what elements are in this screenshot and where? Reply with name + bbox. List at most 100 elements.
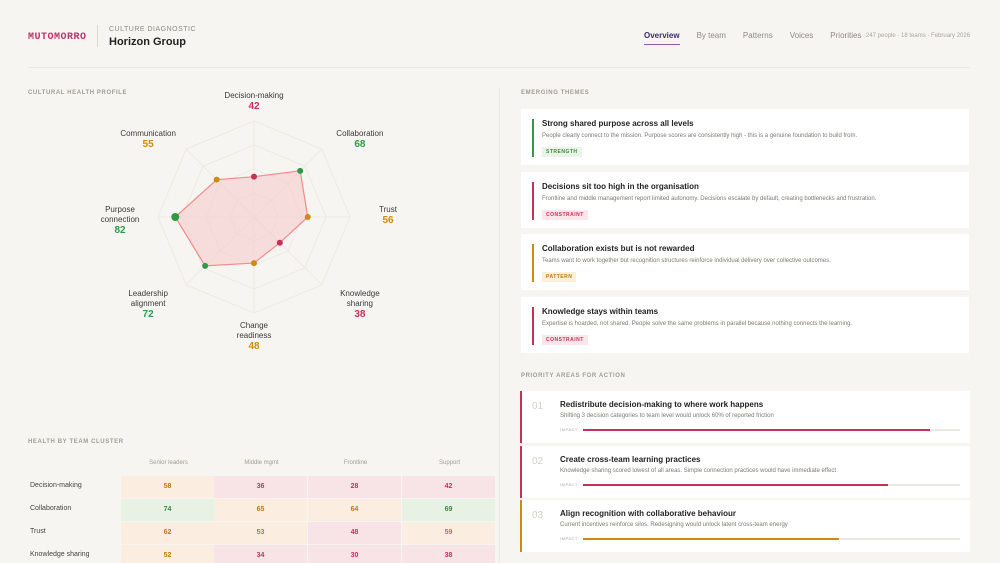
heatmap-cell[interactable]: 38 (402, 545, 495, 563)
impact-track (583, 483, 960, 486)
heatmap-row: Collaboration 74 65 64 69 (28, 499, 495, 521)
priority-description: Current incentives reinforce silos. Rede… (560, 522, 788, 528)
radar-axis-name: Knowledge sharing (340, 288, 380, 308)
impact-label: IMPACT (560, 427, 578, 432)
radar-axis-name: Leadership alignment (128, 288, 168, 308)
radar-label-trust: Trust 56 (343, 205, 433, 227)
heatmap-cell[interactable]: 59 (402, 522, 495, 544)
impact-track (583, 538, 960, 540)
theme-badge: PATTERN (542, 272, 577, 282)
heatmap-cell[interactable]: 30 (308, 545, 401, 563)
heatmap-row: Knowledge sharing 52 34 30 38 (28, 545, 495, 563)
radar-point-change-readiness (251, 260, 257, 267)
radar-point-purpose-connection (171, 213, 180, 221)
radar-axis-value: 72 (142, 308, 154, 320)
theme-title: Knowledge stays within teams (542, 306, 659, 316)
themes-section-title: EMERGING THEMES (521, 90, 590, 96)
heatmap-column-header: Frontline (343, 460, 368, 466)
radar-axis-value: 48 (248, 341, 260, 352)
heatmap-cell[interactable]: 36 (214, 476, 307, 498)
impact-track (583, 429, 960, 431)
tab-by-team[interactable]: By team (696, 31, 726, 40)
theme-accent-bar (532, 119, 534, 157)
theme-description: Expertise is hoarded, not shared. People… (542, 320, 853, 327)
priorities-section-title: PRIORITY AREAS FOR ACTION (521, 373, 626, 379)
priority-number: 01 (532, 401, 544, 412)
heatmap-cell[interactable]: 52 (121, 545, 214, 563)
radar-label-change-readiness: Change readiness 48 (209, 321, 299, 353)
theme-card[interactable]: Strong shared purpose across all levels P… (521, 109, 969, 165)
priority-number: 03 (532, 510, 544, 521)
heatmap-row: Decision-making 58 36 28 42 (28, 476, 495, 498)
column-divider (499, 88, 500, 563)
theme-card[interactable]: Knowledge stays within teams Expertise is… (521, 296, 969, 353)
tab-patterns[interactable]: Patterns (742, 31, 773, 40)
priority-card[interactable]: 03 Align recognition with collaborative b… (520, 500, 970, 552)
heatmap-cell[interactable]: 53 (214, 522, 307, 544)
radar-axis-value: 55 (142, 139, 154, 151)
heatmap-cell[interactable]: 69 (402, 499, 495, 521)
theme-badge: CONSTRAINT (542, 209, 588, 220)
theme-title: Decisions sit too high in the organisati… (542, 181, 699, 191)
tab-overview[interactable]: Overview (644, 31, 680, 45)
radar-axis-name: Communication (120, 129, 176, 139)
priority-card[interactable]: 01 Redistribute decision-making to where … (520, 391, 970, 443)
radar-axis-name: Change readiness (236, 321, 272, 340)
impact-label: IMPACT (560, 536, 578, 541)
tab-voices[interactable]: Voices (789, 31, 814, 40)
radar-axis-name: Decision-making (224, 91, 284, 100)
profile-section-title: CULTURAL HEALTH PROFILE (28, 90, 128, 96)
header-divider (97, 25, 98, 47)
org-name: Horizon Group (109, 36, 186, 48)
heatmap-cell[interactable]: 62 (121, 522, 214, 544)
theme-badge: CONSTRAINT (542, 334, 588, 345)
impact-fill (583, 483, 889, 486)
radar-label-purpose-connection: Purpose connection 82 (75, 205, 165, 237)
heatmap-row-label: Knowledge sharing (30, 551, 90, 558)
radar-axis-value: 56 (382, 215, 394, 226)
heatmap-cell[interactable]: 74 (121, 499, 214, 521)
heatmap-row-label: Collaboration (30, 505, 72, 512)
priority-description: Shifting 3 decision categories to team l… (560, 413, 774, 419)
radar-axis-value: 82 (114, 225, 126, 236)
heatmap-cell[interactable]: 58 (121, 476, 214, 498)
heatmap-cell[interactable]: 28 (308, 476, 401, 498)
radar-axis-name: Collaboration (336, 129, 384, 139)
priority-number: 02 (532, 455, 544, 467)
theme-description: Frontline and middle management report l… (542, 195, 877, 202)
theme-card[interactable]: Collaboration exists but is not rewarded… (521, 234, 969, 290)
impact-fill (583, 429, 930, 431)
priority-title: Align recognition with collaborative beh… (560, 509, 737, 518)
radar-chart (157, 120, 351, 314)
theme-accent-bar (532, 244, 534, 282)
org-kicker: CULTURE DIAGNOSTIC (109, 26, 197, 33)
survey-meta: 247 people · 18 teams · February 2026 (866, 33, 971, 39)
brand-logo[interactable]: MUTOMORRO (28, 32, 87, 43)
heatmap-cell[interactable]: 64 (308, 499, 401, 521)
priority-description: Knowledge sharing scored lowest of all a… (560, 467, 837, 474)
heatmap-cell[interactable]: 34 (214, 545, 307, 563)
main-nav: Overview By team Patterns Voices Priorit… (644, 31, 861, 45)
heatmap-cell[interactable]: 48 (308, 522, 401, 544)
radar-axis-value: 38 (354, 308, 366, 320)
heatmap-cell[interactable]: 65 (214, 499, 307, 521)
impact-label: IMPACT (560, 481, 578, 487)
radar-point-collaboration (297, 167, 304, 174)
radar-point-communication (213, 176, 220, 183)
radar-point-trust (304, 214, 311, 220)
cluster-section-title: HEALTH BY TEAM CLUSTER (28, 439, 124, 445)
app-header: MUTOMORRO CULTURE DIAGNOSTIC Horizon Gro… (0, 0, 1000, 68)
heatmap-row: Trust 62 53 48 59 (28, 522, 495, 544)
theme-badge: STRENGTH (542, 147, 582, 157)
heatmap-row-label: Decision-making (30, 482, 82, 489)
heatmap-column-header: Middle mgmt (244, 460, 279, 466)
theme-accent-bar (532, 181, 534, 220)
theme-card[interactable]: Decisions sit too high in the organisati… (521, 171, 969, 228)
priority-title: Create cross-team learning practices (560, 454, 701, 464)
priority-accent-bar (520, 445, 522, 498)
radar-axis-name: Trust (379, 205, 397, 214)
tab-priorities[interactable]: Priorities (830, 31, 862, 40)
heatmap-cell[interactable]: 42 (402, 476, 495, 498)
priority-card[interactable]: 02 Create cross-team learning practices Kn… (520, 445, 970, 498)
radar-axis-value: 42 (248, 101, 260, 112)
